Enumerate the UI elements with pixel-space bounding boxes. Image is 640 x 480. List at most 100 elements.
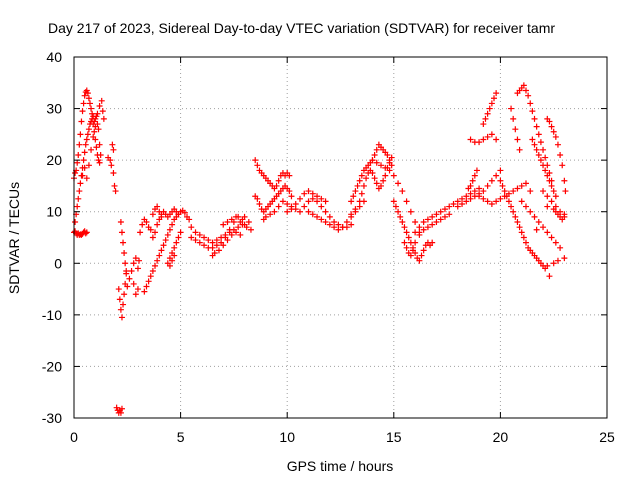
- data-point: [164, 231, 171, 238]
- data-point: [226, 226, 233, 233]
- data-point: [548, 182, 555, 189]
- data-point: [124, 283, 131, 290]
- data-point: [173, 239, 180, 246]
- data-point: [169, 221, 176, 228]
- data-point: [120, 239, 127, 246]
- data-point: [175, 211, 182, 218]
- data-point: [510, 208, 517, 215]
- data-point: [90, 133, 97, 140]
- data-point: [399, 219, 406, 226]
- data-point: [162, 237, 169, 244]
- data-point: [121, 291, 128, 298]
- plot-frame: [73, 56, 608, 419]
- data-point: [480, 195, 487, 202]
- y-tick-label: 20: [46, 152, 62, 168]
- data-point: [154, 203, 161, 210]
- data-point: [137, 229, 144, 236]
- data-point: [371, 175, 378, 182]
- data-point: [514, 185, 521, 192]
- data-point: [518, 182, 525, 189]
- data-point: [100, 115, 107, 122]
- data-point: [99, 108, 106, 115]
- data-point: [446, 211, 453, 218]
- data-point: [420, 226, 427, 233]
- data-point: [213, 242, 220, 249]
- data-point: [514, 219, 521, 226]
- data-point: [132, 255, 139, 262]
- data-point: [309, 211, 316, 218]
- data-point: [126, 275, 133, 282]
- data-point: [241, 221, 248, 228]
- data-point: [459, 195, 466, 202]
- data-point: [93, 144, 100, 151]
- data-point: [360, 182, 367, 189]
- data-point: [446, 203, 453, 210]
- data-point: [488, 100, 495, 107]
- data-point: [96, 159, 103, 166]
- data-point: [527, 100, 534, 107]
- data-point: [520, 82, 527, 89]
- data-point: [154, 221, 161, 228]
- data-point: [166, 226, 173, 233]
- data-point: [416, 224, 423, 231]
- data-point: [454, 203, 461, 210]
- data-point: [301, 203, 308, 210]
- data-point: [378, 162, 385, 169]
- data-point: [497, 195, 504, 202]
- data-point: [537, 157, 544, 164]
- y-tick-label: 30: [46, 101, 62, 117]
- data-point: [220, 221, 227, 228]
- y-tick-label: -10: [42, 307, 62, 323]
- data-point: [508, 105, 515, 112]
- data-point: [407, 208, 414, 215]
- data-point: [134, 286, 141, 293]
- data-point: [476, 185, 483, 192]
- data-point: [201, 242, 208, 249]
- data-point: [74, 159, 81, 166]
- data-point: [181, 209, 188, 216]
- data-point: [152, 229, 159, 236]
- data-point: [75, 195, 82, 202]
- data-point: [390, 172, 397, 179]
- data-point: [463, 198, 470, 205]
- data-point: [233, 213, 240, 220]
- data-point: [561, 211, 568, 218]
- data-point: [120, 301, 127, 308]
- data-point: [493, 90, 500, 97]
- data-point: [108, 162, 115, 169]
- data-point: [488, 131, 495, 138]
- data-point: [188, 224, 195, 231]
- data-point: [548, 123, 555, 130]
- data-point: [110, 170, 117, 177]
- data-point: [522, 87, 529, 94]
- axis-ticks: [73, 56, 608, 419]
- data-point: [512, 213, 519, 220]
- data-point: [412, 239, 419, 246]
- data-point: [529, 136, 536, 143]
- data-point: [130, 260, 137, 267]
- data-point: [418, 252, 425, 259]
- data-point: [252, 157, 259, 164]
- data-point: [405, 234, 412, 241]
- x-tick-label: 25: [599, 429, 615, 445]
- data-point: [158, 213, 165, 220]
- data-point: [112, 188, 119, 195]
- data-point: [373, 146, 380, 153]
- data-point: [117, 409, 124, 416]
- data-point: [476, 193, 483, 200]
- data-point: [497, 177, 504, 184]
- data-point: [117, 219, 124, 226]
- data-point: [149, 211, 156, 218]
- data-point: [548, 234, 555, 241]
- data-point: [147, 273, 154, 280]
- data-point: [403, 198, 410, 205]
- y-tick-label: -30: [42, 410, 62, 426]
- data-point: [322, 198, 329, 205]
- chart-title: Day 217 of 2023, Sidereal Day-to-day VTE…: [48, 20, 555, 36]
- data-point: [424, 216, 431, 223]
- data-point: [228, 231, 235, 238]
- data-point: [557, 244, 564, 251]
- data-point: [83, 229, 90, 236]
- data-point: [147, 226, 154, 233]
